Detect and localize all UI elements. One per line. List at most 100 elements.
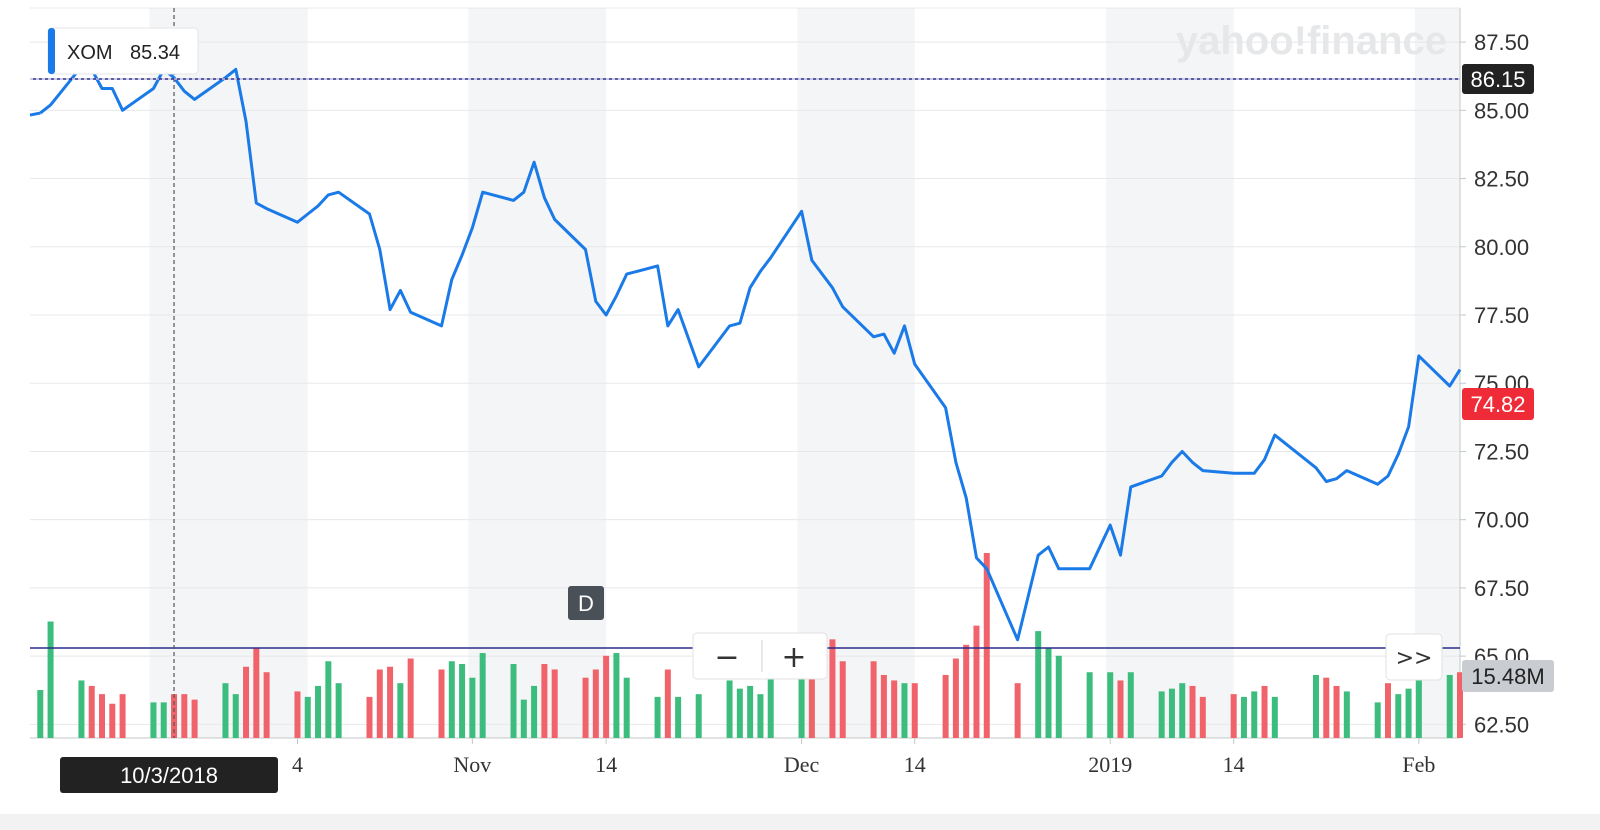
volume-bar: [1127, 672, 1134, 738]
volume-bar: [757, 694, 764, 738]
volume-bar: [1374, 702, 1381, 738]
volume-badge: [1462, 660, 1554, 692]
volume-bar: [582, 677, 589, 738]
volume-bar: [551, 669, 558, 738]
zoom-control[interactable]: − +: [692, 632, 828, 680]
volume-bar: [438, 669, 445, 738]
volume-bar: [891, 680, 898, 738]
volume-bar: [1261, 685, 1268, 738]
volume-bar: [191, 699, 198, 738]
interval-button-label: D: [578, 591, 594, 616]
volume-bar: [592, 669, 599, 738]
x-tick-label: Feb: [1402, 752, 1435, 777]
volume-bar: [675, 696, 682, 738]
scroll-to-latest-button[interactable]: >>: [1385, 633, 1443, 681]
volume-bar: [1168, 688, 1175, 738]
volume-bar: [623, 677, 630, 738]
volume-bar: [942, 674, 949, 738]
volume-bar: [335, 683, 342, 738]
zoom-in-button[interactable]: +: [781, 640, 806, 675]
volume-bar: [253, 647, 260, 738]
volume-bar: [1179, 683, 1186, 738]
x-tick-label: 14: [1223, 752, 1245, 777]
volume-bar: [469, 677, 476, 738]
last-price-label: 74.82: [1470, 392, 1525, 417]
volume-bar: [1271, 696, 1278, 738]
volume-bar: [294, 691, 301, 738]
y-tick-label: 67.50: [1474, 576, 1529, 601]
volume-bar: [1014, 683, 1021, 738]
volume-bar: [726, 680, 733, 738]
last-price-badge: [1462, 388, 1534, 420]
volume-bar: [603, 655, 610, 738]
volume-bar: [1055, 655, 1062, 738]
volume-bar: [376, 669, 383, 738]
volume-bar: [829, 639, 836, 738]
volume-bar: [448, 661, 455, 738]
y-tick-label: 82.50: [1474, 167, 1529, 192]
legend-color-swatch: [48, 28, 55, 74]
crosshair-date-badge: [60, 757, 278, 793]
volume-bar: [99, 694, 106, 738]
volume-bar: [520, 699, 527, 738]
volume-bar: [1199, 696, 1206, 738]
volume-bar: [1323, 677, 1330, 738]
volume-bar: [407, 658, 414, 738]
volume-bar: [1086, 672, 1093, 738]
zoom-out-button[interactable]: −: [714, 640, 739, 675]
month-band: [468, 8, 607, 738]
volume-bar: [1107, 672, 1114, 738]
volume-bar: [664, 669, 671, 738]
month-band: [149, 8, 308, 738]
volume-bar: [901, 683, 908, 738]
volume-bar: [304, 696, 311, 738]
x-tick-label: 4: [292, 752, 303, 777]
volume-bar: [880, 674, 887, 738]
crosshair-date-label: 10/3/2018: [120, 763, 218, 788]
volume-bar: [911, 683, 918, 738]
volume-bar: [613, 653, 620, 738]
volume-bar: [839, 661, 846, 738]
x-tick-label: Nov: [453, 752, 491, 777]
volume-bar: [798, 669, 805, 738]
volume-bar: [767, 677, 774, 738]
volume-bar: [150, 702, 157, 738]
y-tick-label: 80.00: [1474, 235, 1529, 260]
volume-bar: [222, 683, 229, 738]
volume-bar: [397, 683, 404, 738]
interval-button-bg: [568, 586, 604, 620]
volume-bar: [1405, 688, 1412, 738]
volume-bar: [1045, 647, 1052, 738]
legend[interactable]: XOM 85.34: [47, 27, 199, 75]
double-chevron-right-icon: >>: [1396, 646, 1433, 671]
volume-bar: [1240, 696, 1247, 738]
month-band: [1106, 8, 1234, 738]
interval-button[interactable]: D: [568, 586, 604, 620]
volume-bar: [1395, 694, 1402, 738]
volume-bar: [1457, 672, 1463, 738]
volume-bar: [963, 644, 970, 738]
volume-bar: [47, 621, 54, 738]
y-tick-label: 70.00: [1474, 508, 1529, 533]
volume-bar: [315, 685, 322, 738]
volume-bar: [119, 694, 126, 738]
x-tick-label: Dec: [784, 752, 820, 777]
volume-bar: [263, 672, 270, 738]
volume-bar: [37, 690, 44, 738]
y-tick-label: 77.50: [1474, 303, 1529, 328]
y-tick-label: 62.50: [1474, 712, 1529, 737]
volume-bar: [952, 658, 959, 738]
y-tick-label: 72.50: [1474, 439, 1529, 464]
volume-bar: [1415, 674, 1422, 738]
volume-bar: [325, 661, 332, 738]
volume-bar: [387, 666, 394, 738]
volume-bar: [78, 680, 85, 738]
volume-bar: [736, 688, 743, 738]
volume-bar: [109, 703, 116, 738]
volume-bar: [1343, 691, 1350, 738]
x-tick-label: 14: [595, 752, 617, 777]
x-tick-label: 14: [904, 752, 926, 777]
volume-bar: [510, 664, 517, 738]
